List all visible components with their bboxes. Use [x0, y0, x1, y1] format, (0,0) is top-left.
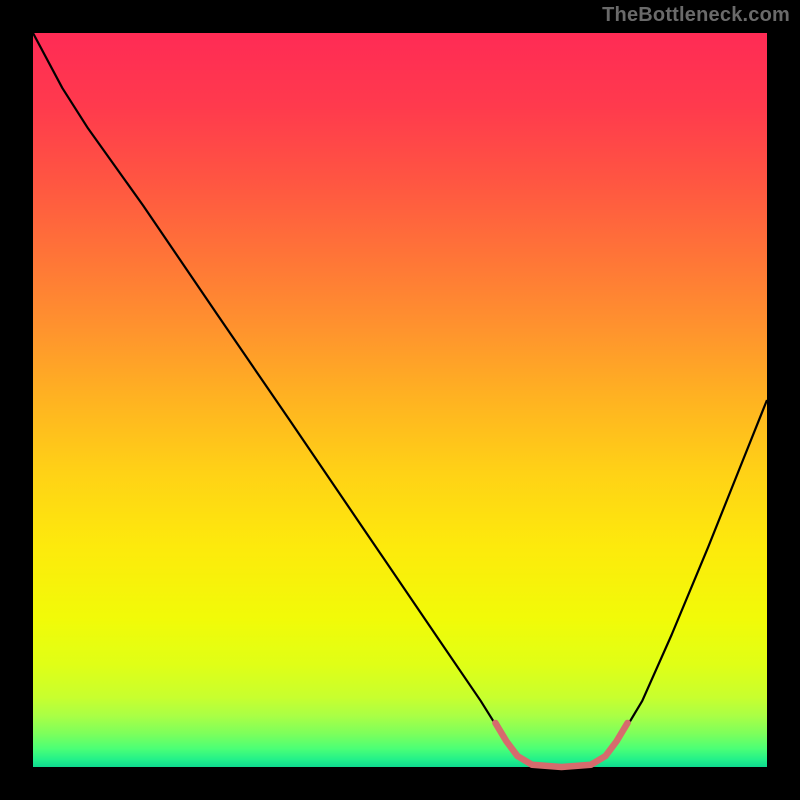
bottleneck-curve-chart — [0, 0, 800, 800]
plot-background — [33, 33, 767, 767]
chart-container: TheBottleneck.com — [0, 0, 800, 800]
